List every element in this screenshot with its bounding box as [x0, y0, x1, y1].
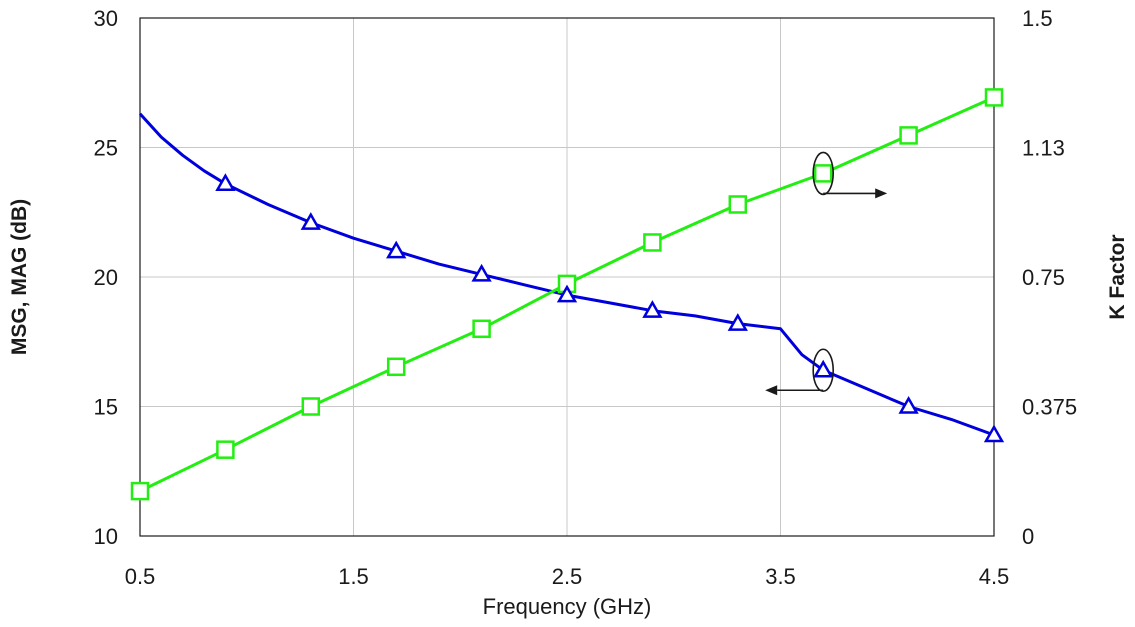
y-left-tick-label: 30	[94, 6, 118, 31]
annotation-layer	[765, 151, 888, 396]
y-axis-left-title: MSG, MAG (dB)	[8, 199, 31, 355]
x-axis-title: Frequency (GHz)	[483, 594, 652, 619]
msg-mag-point	[556, 284, 578, 303]
k-factor-point	[643, 233, 662, 252]
y-right-tick-label: 0.375	[1022, 395, 1077, 420]
k-factor-point	[472, 319, 491, 339]
y-left-tick-label: 15	[94, 395, 118, 420]
tick-labels: 0.5 1.5 2.5 3.5 4.5 10 15 20 25 30 0 0.375 0.75 1.13 1…	[94, 6, 1078, 589]
y-left-tick-label: 20	[94, 265, 118, 290]
x-tick-label: 3.5	[765, 564, 796, 589]
x-tick-label: 2.5	[552, 564, 583, 589]
msg-mag-point	[471, 263, 492, 282]
k-factor-point	[728, 195, 748, 214]
annotation-arrow-head	[765, 385, 778, 396]
k-factor-point	[301, 397, 321, 416]
k-factor-point	[130, 481, 150, 501]
msg-mag-point	[386, 240, 407, 259]
x-tick-label: 1.5	[338, 564, 369, 589]
y-axis-right-title: K Factor	[1106, 234, 1129, 319]
annotation-arrow-head	[875, 188, 888, 199]
k-factor-point	[386, 357, 406, 377]
msg-mag-point	[898, 395, 919, 414]
k-factor-point	[813, 164, 833, 183]
y-right-tick-label: 0.75	[1022, 265, 1065, 290]
y-left-tick-label: 25	[94, 136, 118, 161]
k-factor-point	[899, 126, 918, 145]
marker-layer	[130, 88, 1005, 501]
y-right-tick-label: 1.13	[1022, 136, 1065, 161]
y-right-tick-label: 1.5	[1022, 6, 1053, 31]
msg-mag-point	[215, 173, 236, 192]
k-factor-point	[216, 440, 235, 459]
msg-mag-point	[813, 359, 834, 378]
msg-mag-point	[642, 300, 663, 318]
x-tick-label: 0.5	[125, 564, 156, 589]
y-left-tick-label: 10	[94, 524, 118, 549]
annotation-ellipse	[812, 151, 835, 196]
msg-mag-point	[727, 313, 748, 331]
annotation-ellipse	[812, 348, 835, 393]
plot-frame	[139, 17, 995, 537]
x-tick-label: 4.5	[979, 564, 1010, 589]
y-right-tick-label: 0	[1022, 524, 1034, 549]
k-factor-point	[984, 88, 1004, 107]
msg-mag-point	[983, 424, 1005, 443]
msg-mag-point	[300, 212, 321, 230]
